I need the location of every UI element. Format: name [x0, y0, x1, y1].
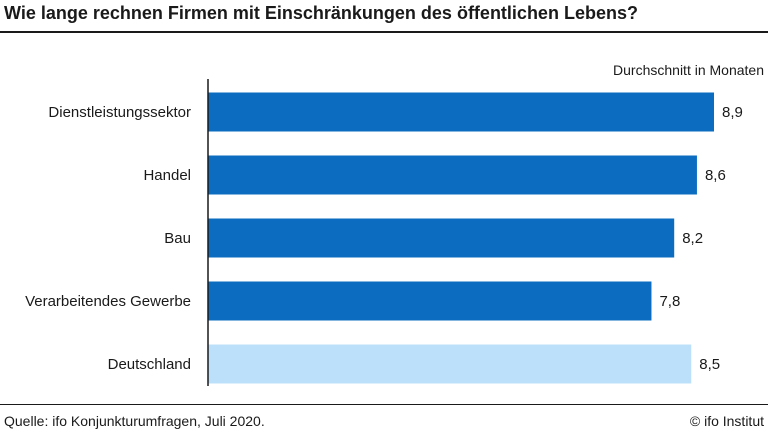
value-label: 8,5	[699, 356, 720, 373]
category-label: Handel	[143, 167, 191, 184]
chart-title: Wie lange rechnen Firmen mit Einschränku…	[4, 3, 638, 23]
copyright-note: © ifo Institut	[689, 413, 764, 429]
title-divider	[0, 31, 768, 33]
bar-bau	[208, 218, 675, 258]
footer-divider	[0, 404, 768, 405]
category-label: Bau	[164, 230, 191, 247]
value-label: 8,6	[705, 167, 726, 184]
bar-handel	[208, 155, 697, 195]
source-note: Quelle: ifo Konjunkturumfragen, Juli 202…	[4, 413, 265, 429]
bar-deutschland	[208, 344, 692, 384]
bar-verarbeitendes-gewerbe	[208, 281, 652, 321]
category-label: Dienstleistungssektor	[48, 104, 191, 121]
value-label: 8,9	[722, 104, 743, 121]
value-label: 7,8	[659, 293, 680, 310]
bar-dienstleistungssektor	[208, 92, 714, 132]
unit-label: Durchschnitt in Monaten	[613, 62, 764, 78]
category-label: Deutschland	[108, 356, 191, 373]
value-label: 8,2	[682, 230, 703, 247]
category-label: Verarbeitendes Gewerbe	[25, 293, 191, 310]
